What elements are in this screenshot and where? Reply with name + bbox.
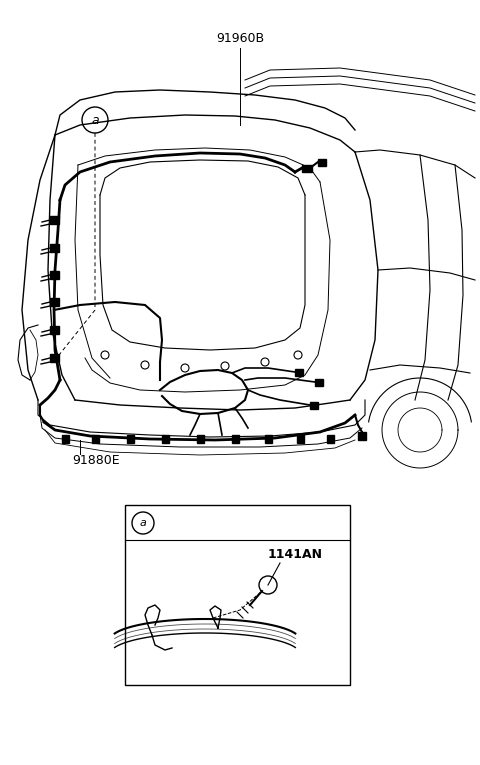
Bar — [232, 435, 239, 443]
Bar — [295, 369, 303, 376]
Text: a: a — [140, 518, 146, 528]
Bar — [318, 159, 326, 166]
Bar — [50, 244, 59, 252]
Bar — [50, 298, 59, 306]
Bar — [50, 271, 59, 279]
Bar — [197, 435, 204, 443]
Bar — [265, 435, 272, 443]
Bar — [127, 435, 134, 443]
Text: 91880E: 91880E — [72, 454, 120, 467]
Bar — [297, 435, 304, 443]
Text: 91960B: 91960B — [216, 31, 264, 44]
Bar — [315, 379, 323, 386]
Bar — [50, 354, 59, 362]
Bar — [50, 216, 59, 224]
Bar — [302, 165, 312, 172]
Bar — [162, 435, 169, 443]
Bar — [310, 402, 318, 409]
Bar — [358, 432, 366, 440]
Bar — [327, 435, 334, 443]
Text: 1141AN: 1141AN — [267, 549, 323, 562]
Bar — [125, 505, 350, 685]
Bar — [92, 435, 99, 443]
Bar — [50, 326, 59, 334]
Bar — [62, 435, 69, 443]
Text: a: a — [91, 113, 99, 126]
